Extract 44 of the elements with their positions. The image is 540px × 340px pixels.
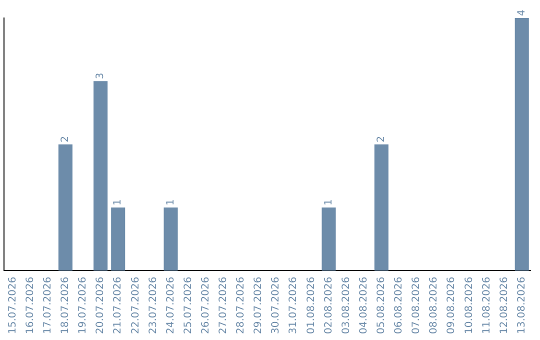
x-tick-label: 11.08.2026 xyxy=(481,276,492,334)
x-tick-label: 29.07.2026 xyxy=(253,276,264,334)
x-tick-label: 25.07.2026 xyxy=(182,276,194,334)
bar xyxy=(111,208,126,271)
x-tick-label: 27.07.2026 xyxy=(218,276,230,334)
x-tick-label: 21.07.2026 xyxy=(112,276,124,334)
data-label: 2 xyxy=(376,136,388,142)
x-tick-label: 07.08.2026 xyxy=(411,276,422,334)
x-tick-label: 23.07.2026 xyxy=(148,276,159,334)
data-label: 1 xyxy=(323,199,334,206)
data-label: 1 xyxy=(112,199,124,206)
bar xyxy=(58,144,72,271)
data-label: 2 xyxy=(60,136,72,142)
x-tick-label: 09.08.2026 xyxy=(446,276,458,334)
x-tick-label: 05.08.2026 xyxy=(376,276,388,334)
bar xyxy=(514,18,529,271)
x-tick-label: 15.07.2026 xyxy=(7,276,18,334)
x-tick-label: 12.08.2026 xyxy=(498,276,510,334)
data-label: 3 xyxy=(95,72,106,80)
x-tick-label: 02.08.2026 xyxy=(323,276,334,334)
x-tick-label: 16.07.2026 xyxy=(24,276,36,334)
x-tick-label: 04.08.2026 xyxy=(358,276,370,334)
x-tick-label: 08.08.2026 xyxy=(428,276,440,334)
bar xyxy=(94,81,108,271)
x-tick-label: 10.08.2026 xyxy=(464,276,475,334)
x-tick-label: 18.07.2026 xyxy=(60,276,72,334)
x-tick-label: 13.08.2026 xyxy=(516,276,528,334)
x-tick-label: 06.08.2026 xyxy=(394,276,405,334)
x-tick-label: 24.07.2026 xyxy=(165,276,176,334)
x-tick-label: 26.07.2026 xyxy=(200,276,212,334)
x-tick-label: 31.07.2026 xyxy=(288,276,300,334)
x-tick-label: 30.07.2026 xyxy=(270,276,282,334)
bar xyxy=(164,208,178,271)
x-tick-label: 01.08.2026 xyxy=(306,276,317,334)
x-tick-label: 19.07.2026 xyxy=(78,276,89,334)
x-tick-label: 03.08.2026 xyxy=(340,276,352,334)
x-tick-label: 22.07.2026 xyxy=(130,276,142,334)
x-tick-label: 17.07.2026 xyxy=(42,276,54,334)
x-tick-label: 28.07.2026 xyxy=(236,276,247,334)
bar xyxy=(322,208,336,271)
bar xyxy=(374,144,388,271)
data-label: 4 xyxy=(516,10,528,16)
data-label: 1 xyxy=(165,199,176,206)
x-tick-label: 20.07.2026 xyxy=(95,276,106,334)
